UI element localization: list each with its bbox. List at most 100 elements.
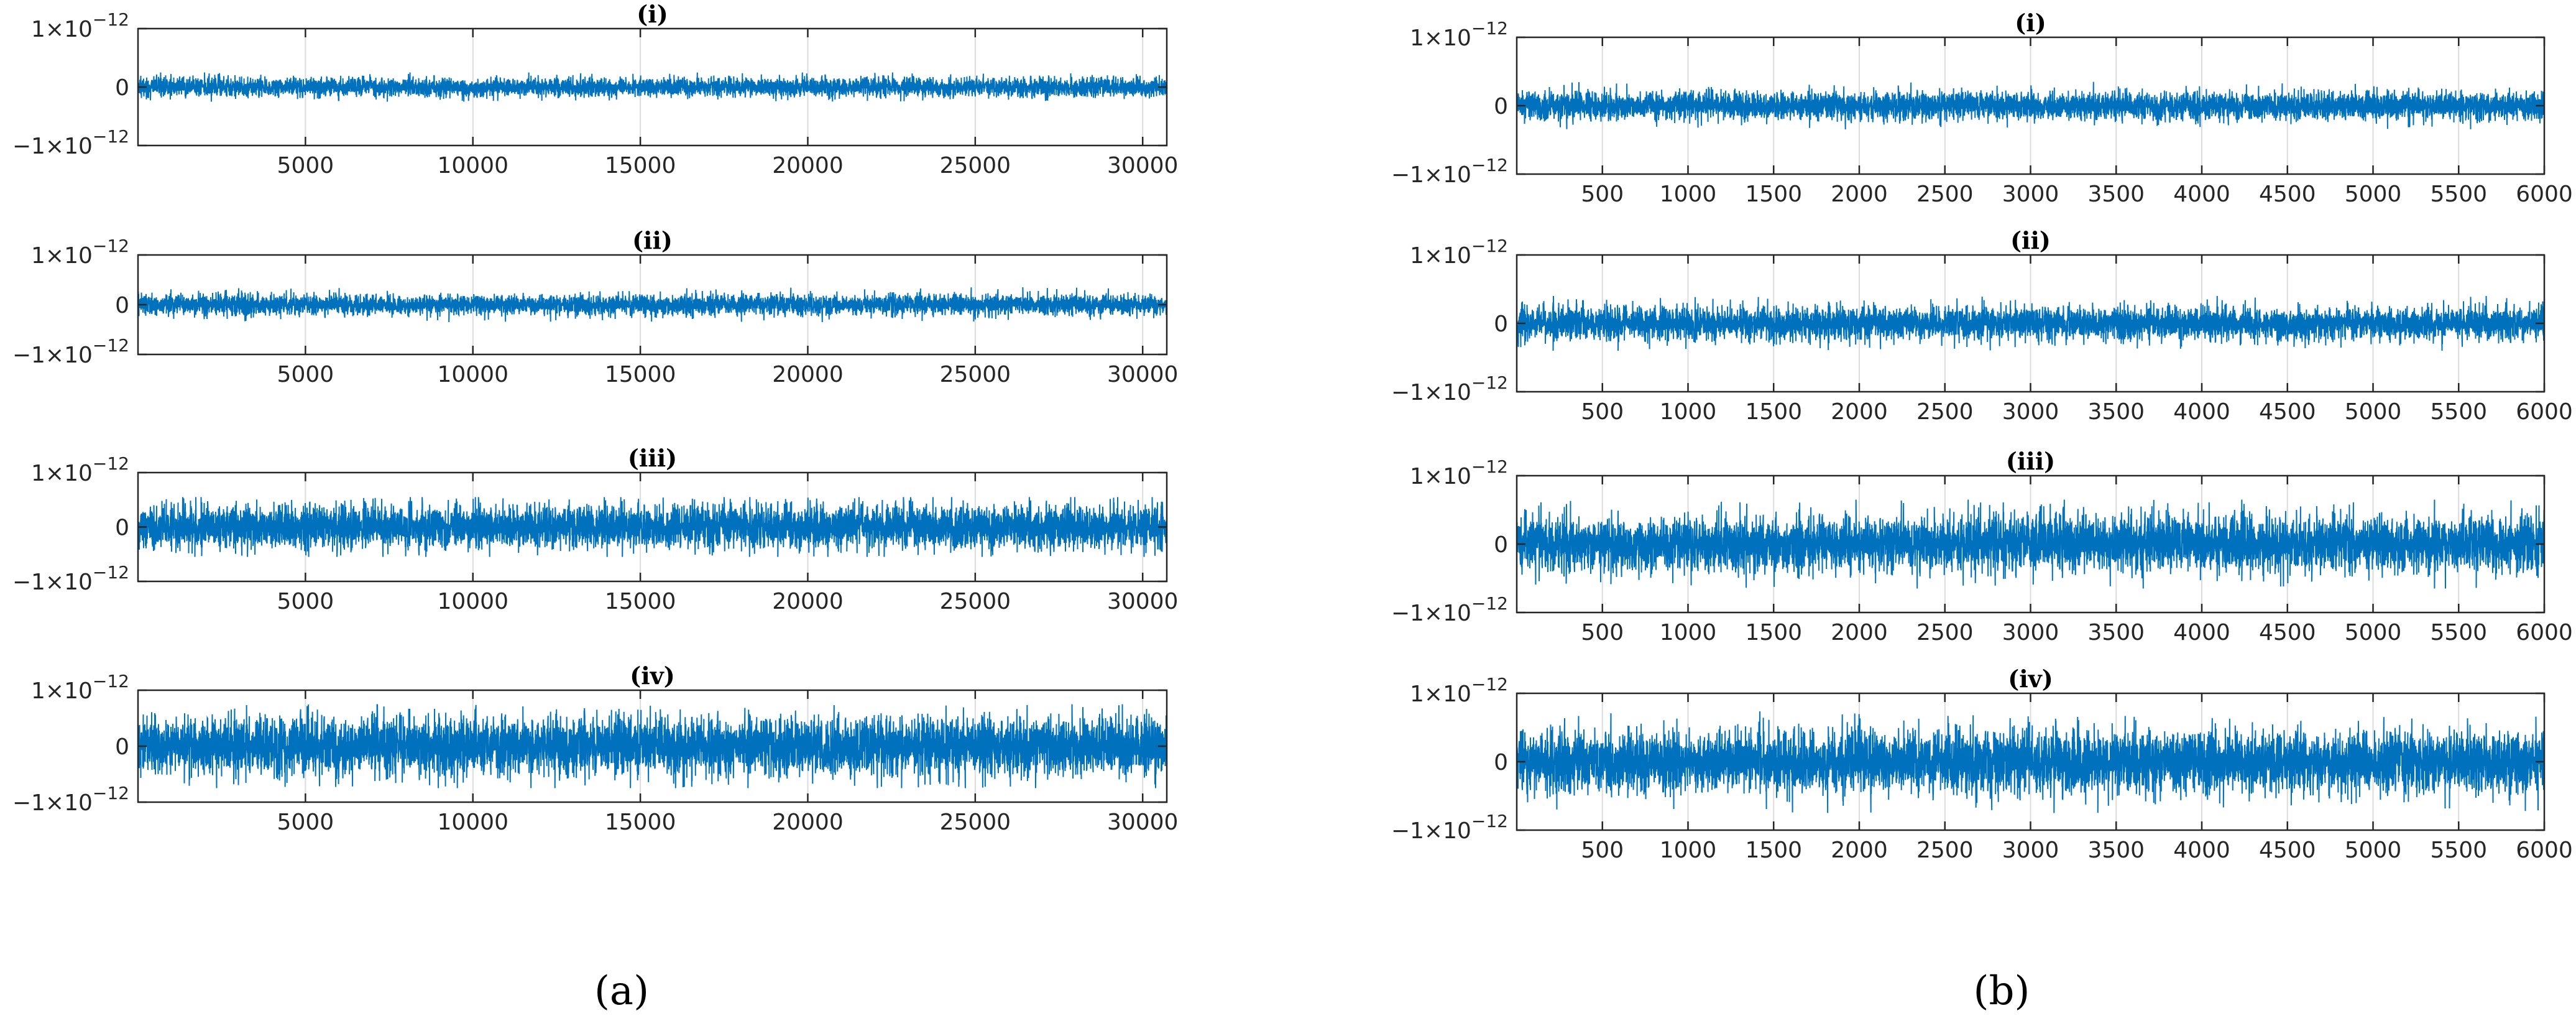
- y-tick-label: 1×10−12: [31, 453, 129, 486]
- y-tick-label: 1×10−12: [1410, 674, 1508, 707]
- series-line: [138, 704, 1167, 788]
- x-tick-label: 1000: [1660, 620, 1717, 645]
- y-tick-label: −1×10−12: [1391, 811, 1508, 844]
- subplot-b-iii: 500 1000 1500 2000 2500 3000 3500 4000 4500 5000 5…: [1391, 447, 2573, 645]
- y-tick-label: 0: [1494, 750, 1508, 775]
- x-tick-label: 2000: [1831, 182, 1888, 207]
- subplot-a-ii: 5000 10000 15000 20000 25000 30000 −1×10−12 0 1×…: [12, 226, 1179, 387]
- x-tick-label: 6000: [2516, 182, 2573, 207]
- x-tick-label: 2500: [1916, 838, 1974, 863]
- x-tick-label: 1000: [1660, 399, 1717, 425]
- x-tick-label: 1500: [1745, 182, 1802, 207]
- x-tick-label: 2000: [1831, 838, 1888, 863]
- x-tick-label: 6000: [2516, 399, 2573, 425]
- y-tick-label: 1×10−12: [31, 9, 129, 42]
- panel-title: (iii): [628, 444, 677, 472]
- subplot-a-i: 5000 10000 15000 20000 25000 30000 −1×10−12 0 1×…: [12, 0, 1179, 178]
- x-tick-label: 5500: [2430, 182, 2487, 207]
- panel-title: (i): [2015, 9, 2046, 37]
- x-tick-label: 15000: [605, 362, 676, 387]
- series-line: [138, 287, 1167, 323]
- x-tick-label: 5000: [2345, 399, 2402, 425]
- x-tick-label: 25000: [940, 362, 1011, 387]
- y-tick-label: −1×10−12: [12, 126, 129, 159]
- x-tick-label: 10000: [437, 153, 508, 178]
- y-tick-label: 1×10−12: [31, 671, 129, 704]
- x-tick-label: 3500: [2087, 399, 2145, 425]
- x-tick-label: 2500: [1916, 182, 1974, 207]
- x-tick-label: 30000: [1107, 153, 1179, 178]
- x-tick-label: 500: [1581, 399, 1624, 425]
- y-tick-label: 0: [115, 734, 129, 760]
- x-tick-label: 5000: [277, 810, 334, 835]
- y-tick-label: 0: [115, 515, 129, 541]
- x-tick-label: 15000: [605, 153, 676, 178]
- x-tick-label: 4000: [2173, 620, 2230, 645]
- x-tick-label: 4500: [2259, 399, 2316, 425]
- x-tick-label: 5500: [2430, 399, 2487, 425]
- x-tick-label: 2500: [1916, 399, 1974, 425]
- x-tick-label: 20000: [772, 153, 844, 178]
- x-tick-label: 500: [1581, 182, 1624, 207]
- x-tick-label: 30000: [1107, 362, 1179, 387]
- x-tick-label: 1500: [1745, 399, 1802, 425]
- x-tick-label: 5000: [277, 153, 334, 178]
- x-tick-label: 4500: [2259, 620, 2316, 645]
- x-tick-label: 3500: [2087, 838, 2145, 863]
- y-tick-label: 1×10−12: [31, 236, 129, 269]
- x-tick-label: 2000: [1831, 399, 1888, 425]
- x-tick-label: 3500: [2087, 620, 2145, 645]
- x-tick-label: 1500: [1745, 838, 1802, 863]
- x-tick-label: 20000: [772, 589, 844, 614]
- x-tick-label: 15000: [605, 810, 676, 835]
- series-line: [1517, 499, 2544, 589]
- x-tick-label: 2000: [1831, 620, 1888, 645]
- subplot-b-i: 500 1000 1500 2000 2500 3000 3500 4000 4500 5000 5…: [1391, 9, 2573, 207]
- y-tick-label: 0: [1494, 532, 1508, 558]
- x-tick-label: 4500: [2259, 838, 2316, 863]
- x-tick-label: 5000: [2345, 620, 2402, 645]
- series-line: [138, 72, 1167, 102]
- x-tick-label: 30000: [1107, 589, 1179, 614]
- x-tick-label: 4000: [2173, 838, 2230, 863]
- x-tick-label: 5000: [277, 362, 334, 387]
- panel-title: (iii): [2006, 447, 2055, 475]
- y-tick-label: −1×10−12: [12, 335, 129, 368]
- plots-layer: 5000 10000 15000 20000 25000 30000−1×10−1201×…: [12, 0, 2573, 863]
- y-tick-label: 1×10−12: [1410, 236, 1508, 269]
- panel-title: (ii): [2010, 226, 2051, 254]
- x-tick-label: 15000: [605, 589, 676, 614]
- series-line: [1517, 295, 2544, 351]
- x-tick-label: 10000: [437, 589, 508, 614]
- x-tick-label: 6000: [2516, 620, 2573, 645]
- x-tick-label: 4500: [2259, 182, 2316, 207]
- y-tick-label: 1×10−12: [1410, 18, 1508, 51]
- x-tick-label: 3000: [2002, 182, 2059, 207]
- y-tick-label: 0: [1494, 312, 1508, 337]
- x-tick-label: 20000: [772, 810, 844, 835]
- x-tick-label: 4000: [2173, 182, 2230, 207]
- panel-title: (ii): [632, 226, 673, 254]
- panel-title: (i): [637, 0, 668, 28]
- series-line: [1517, 81, 2544, 130]
- y-tick-label: 0: [115, 293, 129, 318]
- x-tick-label: 10000: [437, 362, 508, 387]
- panel-title: (iv): [2008, 665, 2053, 693]
- y-tick-label: −1×10−12: [12, 562, 129, 595]
- caption-b: (b): [1974, 968, 2030, 1014]
- subplot-b-ii: 500 1000 1500 2000 2500 3000 3500 4000 4500 5000 5…: [1391, 226, 2573, 425]
- subplot-a-iii: 5000 10000 15000 20000 25000 30000 −1×10−12 0 1×…: [12, 444, 1179, 614]
- x-tick-label: 20000: [772, 362, 844, 387]
- y-tick-label: −1×10−12: [1391, 372, 1508, 405]
- y-tick-label: 0: [1494, 94, 1508, 119]
- x-tick-label: 5500: [2430, 620, 2487, 645]
- y-tick-label: −1×10−12: [1391, 593, 1508, 626]
- series-line: [1517, 711, 2544, 813]
- x-tick-label: 1000: [1660, 838, 1717, 863]
- x-tick-label: 1500: [1745, 620, 1802, 645]
- x-tick-label: 3500: [2087, 182, 2145, 207]
- x-tick-label: 25000: [940, 153, 1011, 178]
- panel-title: (iv): [630, 662, 674, 690]
- x-tick-label: 500: [1581, 838, 1624, 863]
- subplot-b-iv: 500 1000 1500 2000 2500 3000 3500 4000 4500 5000 5…: [1391, 665, 2573, 863]
